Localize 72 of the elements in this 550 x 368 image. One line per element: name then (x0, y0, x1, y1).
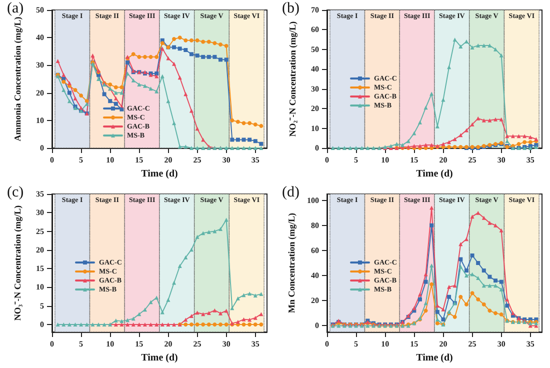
chart-title: (a) (7, 0, 24, 16)
x-tick-label: 5 (79, 340, 84, 348)
x-axis-title: Time (d) (416, 352, 453, 364)
x-tick-label: 25 (193, 156, 202, 164)
y-tick-label: 70 (311, 6, 319, 14)
x-tick-label: 20 (164, 340, 172, 348)
y-tick-label: 30 (311, 84, 319, 94)
x-tick-label: 25 (193, 340, 202, 348)
x-tick-label: 35 (526, 340, 534, 348)
x-tick-label: 15 (410, 156, 418, 164)
x-tick-label: 30 (222, 340, 230, 348)
x-axis-title: Time (d) (416, 168, 453, 180)
x-tick-label: 30 (222, 156, 230, 164)
x-tick-label: 10 (106, 156, 114, 164)
y-axis-title: Mn Concentration (mg/L) (286, 213, 297, 313)
x-tick-label: 30 (497, 156, 506, 164)
chart-title: (c) (7, 184, 24, 200)
y-tick-label: 25 (36, 226, 44, 236)
x-axis-title: Time (d) (141, 168, 178, 180)
x-tick-label: 5 (354, 156, 358, 164)
x-tick-label: 10 (106, 340, 114, 348)
y-tick-label: 40 (311, 271, 319, 280)
y-tick-label: 0 (315, 144, 319, 152)
y-tick-label: 20 (311, 296, 319, 306)
y-tick-label: 40 (36, 33, 44, 42)
x-tick-label: 5 (79, 156, 84, 164)
y-tick-label: 30 (36, 208, 44, 218)
x-tick-label: 5 (354, 340, 358, 348)
y-tick-label: 60 (311, 246, 319, 255)
y-tick-label: 30 (36, 60, 44, 70)
y-tick-label: 0 (40, 320, 44, 330)
x-tick-label: 15 (410, 340, 418, 348)
x-tick-label: 0 (50, 156, 54, 164)
y-axis-title: Ammonia Concentration (mg/L) (12, 16, 22, 142)
x-tick-label: 35 (251, 156, 260, 164)
x-axis-title: Time (d) (141, 352, 178, 364)
y-tick-label: 10 (311, 124, 319, 133)
y-tick-label: 20 (311, 104, 319, 114)
x-tick-label: 0 (325, 156, 329, 164)
y-tick-label: 20 (36, 245, 44, 254)
y-tick-label: 40 (311, 64, 319, 74)
y-tick-label: 10 (36, 116, 44, 125)
x-tick-label: 35 (251, 340, 260, 348)
chart-title: (b) (282, 0, 300, 16)
y-tick-label: 50 (311, 44, 319, 54)
chart-title: (d) (282, 184, 300, 200)
y-tick-label: 50 (36, 6, 44, 14)
y-tick-label: 0 (40, 144, 44, 152)
y-tick-label: 5 (40, 301, 44, 310)
x-tick-label: 0 (325, 340, 329, 348)
y-axis-title: NO₃⁻-N Concentration (mg/L) (12, 205, 22, 321)
x-tick-label: 15 (135, 340, 144, 348)
x-tick-label: 10 (381, 340, 390, 348)
y-tick-label: 0 (315, 321, 319, 330)
y-tick-label: 15 (36, 264, 44, 274)
y-axis-title: NO₂⁻-N Concentration (mg/L) (288, 21, 298, 137)
y-tick-label: 35 (36, 190, 44, 198)
y-tick-label: 10 (36, 282, 44, 292)
y-tick-label: 20 (36, 88, 44, 98)
x-tick-label: 20 (439, 156, 448, 164)
x-tick-label: 35 (526, 156, 534, 164)
x-tick-label: 10 (381, 156, 390, 164)
x-tick-label: 25 (468, 156, 476, 164)
x-tick-label: 25 (468, 340, 476, 348)
x-tick-label: 30 (497, 340, 506, 348)
x-tick-label: 20 (164, 156, 172, 164)
y-tick-label: 80 (311, 220, 319, 230)
x-tick-label: 20 (439, 340, 448, 348)
y-tick-label: 100 (307, 196, 319, 205)
x-tick-label: 15 (135, 156, 144, 164)
y-tick-label: 60 (311, 25, 319, 34)
x-tick-label: 0 (50, 340, 54, 348)
